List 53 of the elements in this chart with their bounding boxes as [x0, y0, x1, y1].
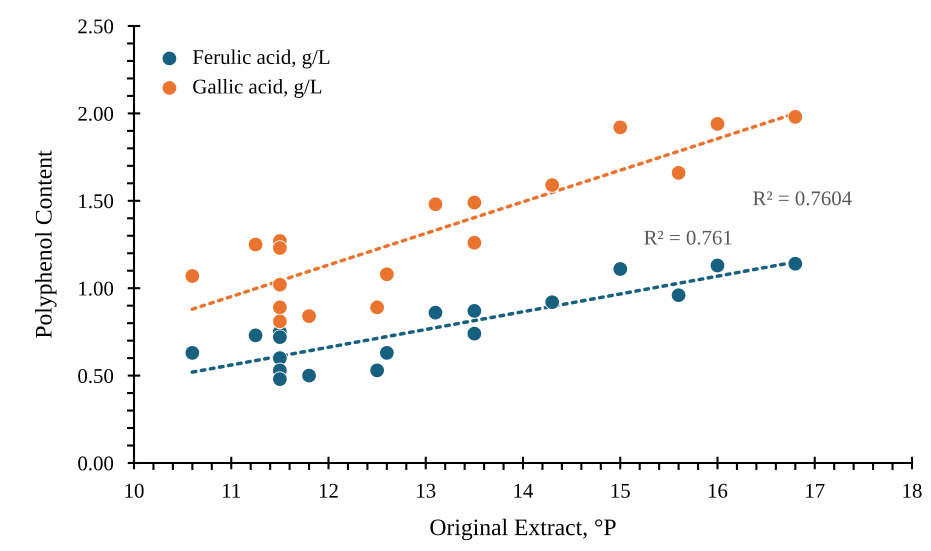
point	[612, 120, 628, 136]
annotation: R² = 0.7604	[753, 191, 852, 206]
x-tick-label: 18	[903, 484, 922, 498]
point	[301, 368, 317, 384]
y-tick-label: 2.00	[78, 106, 114, 121]
x-tick-label: 17	[806, 484, 825, 498]
x-axis-title: Original Extract, °P	[430, 518, 616, 540]
x-tick-label: 14	[514, 484, 534, 498]
y-tick-label: 2.50	[78, 19, 114, 34]
point	[369, 362, 385, 378]
point	[612, 261, 628, 277]
point	[670, 165, 686, 181]
point	[710, 116, 726, 132]
y-tick-label: 1.50	[79, 194, 114, 208]
x-tick-label: 15	[612, 484, 630, 498]
point	[272, 240, 288, 256]
point	[788, 109, 804, 125]
point	[248, 236, 264, 252]
point	[466, 194, 482, 210]
point	[369, 300, 385, 316]
point	[184, 345, 200, 361]
y-tick-label: 0.50	[78, 368, 114, 384]
point	[466, 326, 482, 342]
point	[379, 345, 395, 361]
point	[272, 300, 288, 316]
point	[670, 287, 686, 303]
point	[248, 328, 264, 344]
y-tick-label: 0.00	[78, 456, 114, 471]
legend-label: Gallic acid, g/L	[193, 78, 322, 98]
point	[272, 314, 288, 330]
point	[788, 256, 804, 272]
point	[272, 371, 288, 387]
point	[466, 235, 482, 250]
x-tick-label: 16	[708, 484, 728, 498]
point	[466, 303, 482, 319]
point	[272, 277, 288, 292]
point	[544, 294, 560, 310]
x-tick-label: 13	[417, 484, 436, 498]
point	[710, 258, 726, 274]
y-tick-label: 1.00	[79, 282, 114, 296]
point	[272, 329, 288, 345]
x-tick-label: 10	[125, 484, 144, 498]
x-tick-label: 12	[320, 484, 338, 498]
point	[301, 308, 317, 324]
x-tick-label: 11	[223, 484, 240, 498]
point	[428, 304, 444, 320]
y-axis-title: Polyphenol Content	[35, 150, 57, 338]
point	[428, 196, 444, 212]
point	[184, 268, 200, 284]
point	[544, 177, 560, 193]
legend-label: Ferulic acid, g/L	[192, 49, 330, 68]
point	[379, 266, 395, 282]
annotation: R² = 0.761	[644, 230, 732, 245]
